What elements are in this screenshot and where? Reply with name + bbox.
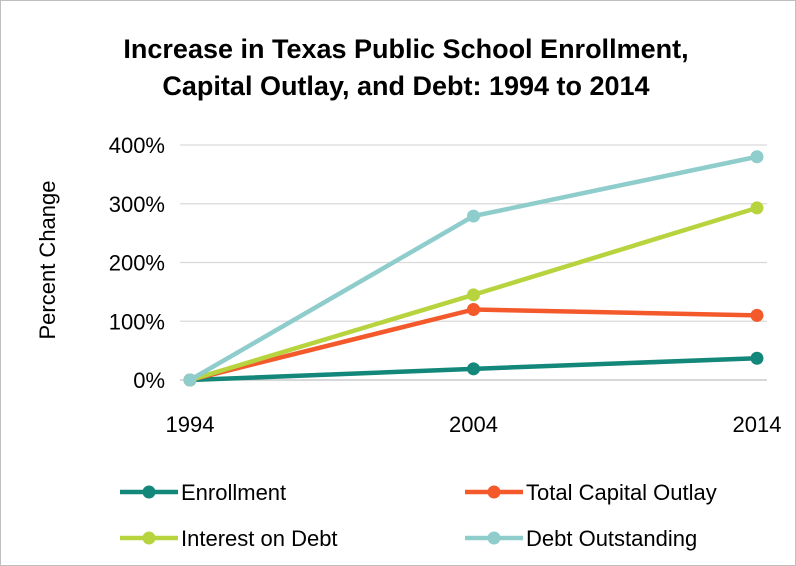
y-axis-tick-labels: 0% 100% 200% 300% 400% — [109, 133, 165, 393]
series-lines — [183, 150, 764, 387]
legend: Enrollment Total Capital Outlay Interest o… — [120, 480, 717, 551]
data-point — [467, 362, 480, 376]
x-tick-label: 1994 — [166, 412, 215, 437]
y-tick-label: 0% — [133, 368, 165, 393]
legend-item: Interest on Debt — [120, 526, 338, 551]
data-point — [750, 150, 764, 164]
legend-marker — [142, 531, 156, 545]
legend-marker — [142, 485, 156, 499]
legend-label: Debt Outstanding — [526, 526, 697, 551]
data-point — [467, 288, 480, 302]
x-tick-label: 2004 — [449, 412, 498, 437]
y-axis-label: Percent Change — [35, 181, 60, 340]
legend-marker — [487, 485, 501, 499]
legend-marker — [487, 531, 501, 545]
data-point — [183, 373, 197, 387]
y-tick-label: 100% — [109, 309, 165, 334]
x-axis-tick-labels: 1994 2004 2014 — [166, 412, 782, 437]
data-point — [467, 303, 480, 316]
legend-label: Enrollment — [181, 480, 286, 505]
series-debt-outstanding — [183, 150, 764, 387]
legend-label: Interest on Debt — [181, 526, 338, 551]
x-tick-label: 2014 — [733, 412, 782, 437]
chart-title-line2: Capital Outlay, and Debt: 1994 to 2014 — [162, 71, 650, 101]
gridlines — [180, 144, 767, 381]
series-line — [187, 154, 760, 383]
chart-title: Increase in Texas Public School Enrollme… — [61, 31, 751, 105]
legend-item: Debt Outstanding — [465, 526, 697, 551]
y-tick-label: 300% — [109, 192, 165, 217]
data-point — [750, 201, 764, 215]
legend-item: Total Capital Outlay — [465, 480, 717, 505]
chart-title-line1: Increase in Texas Public School Enrollme… — [123, 34, 689, 64]
data-point — [750, 308, 764, 322]
legend-label: Total Capital Outlay — [526, 480, 717, 505]
y-tick-label: 200% — [109, 251, 165, 276]
legend-item: Enrollment — [120, 480, 286, 505]
data-point — [750, 351, 764, 365]
data-point — [467, 209, 480, 223]
y-tick-label: 400% — [109, 133, 165, 158]
